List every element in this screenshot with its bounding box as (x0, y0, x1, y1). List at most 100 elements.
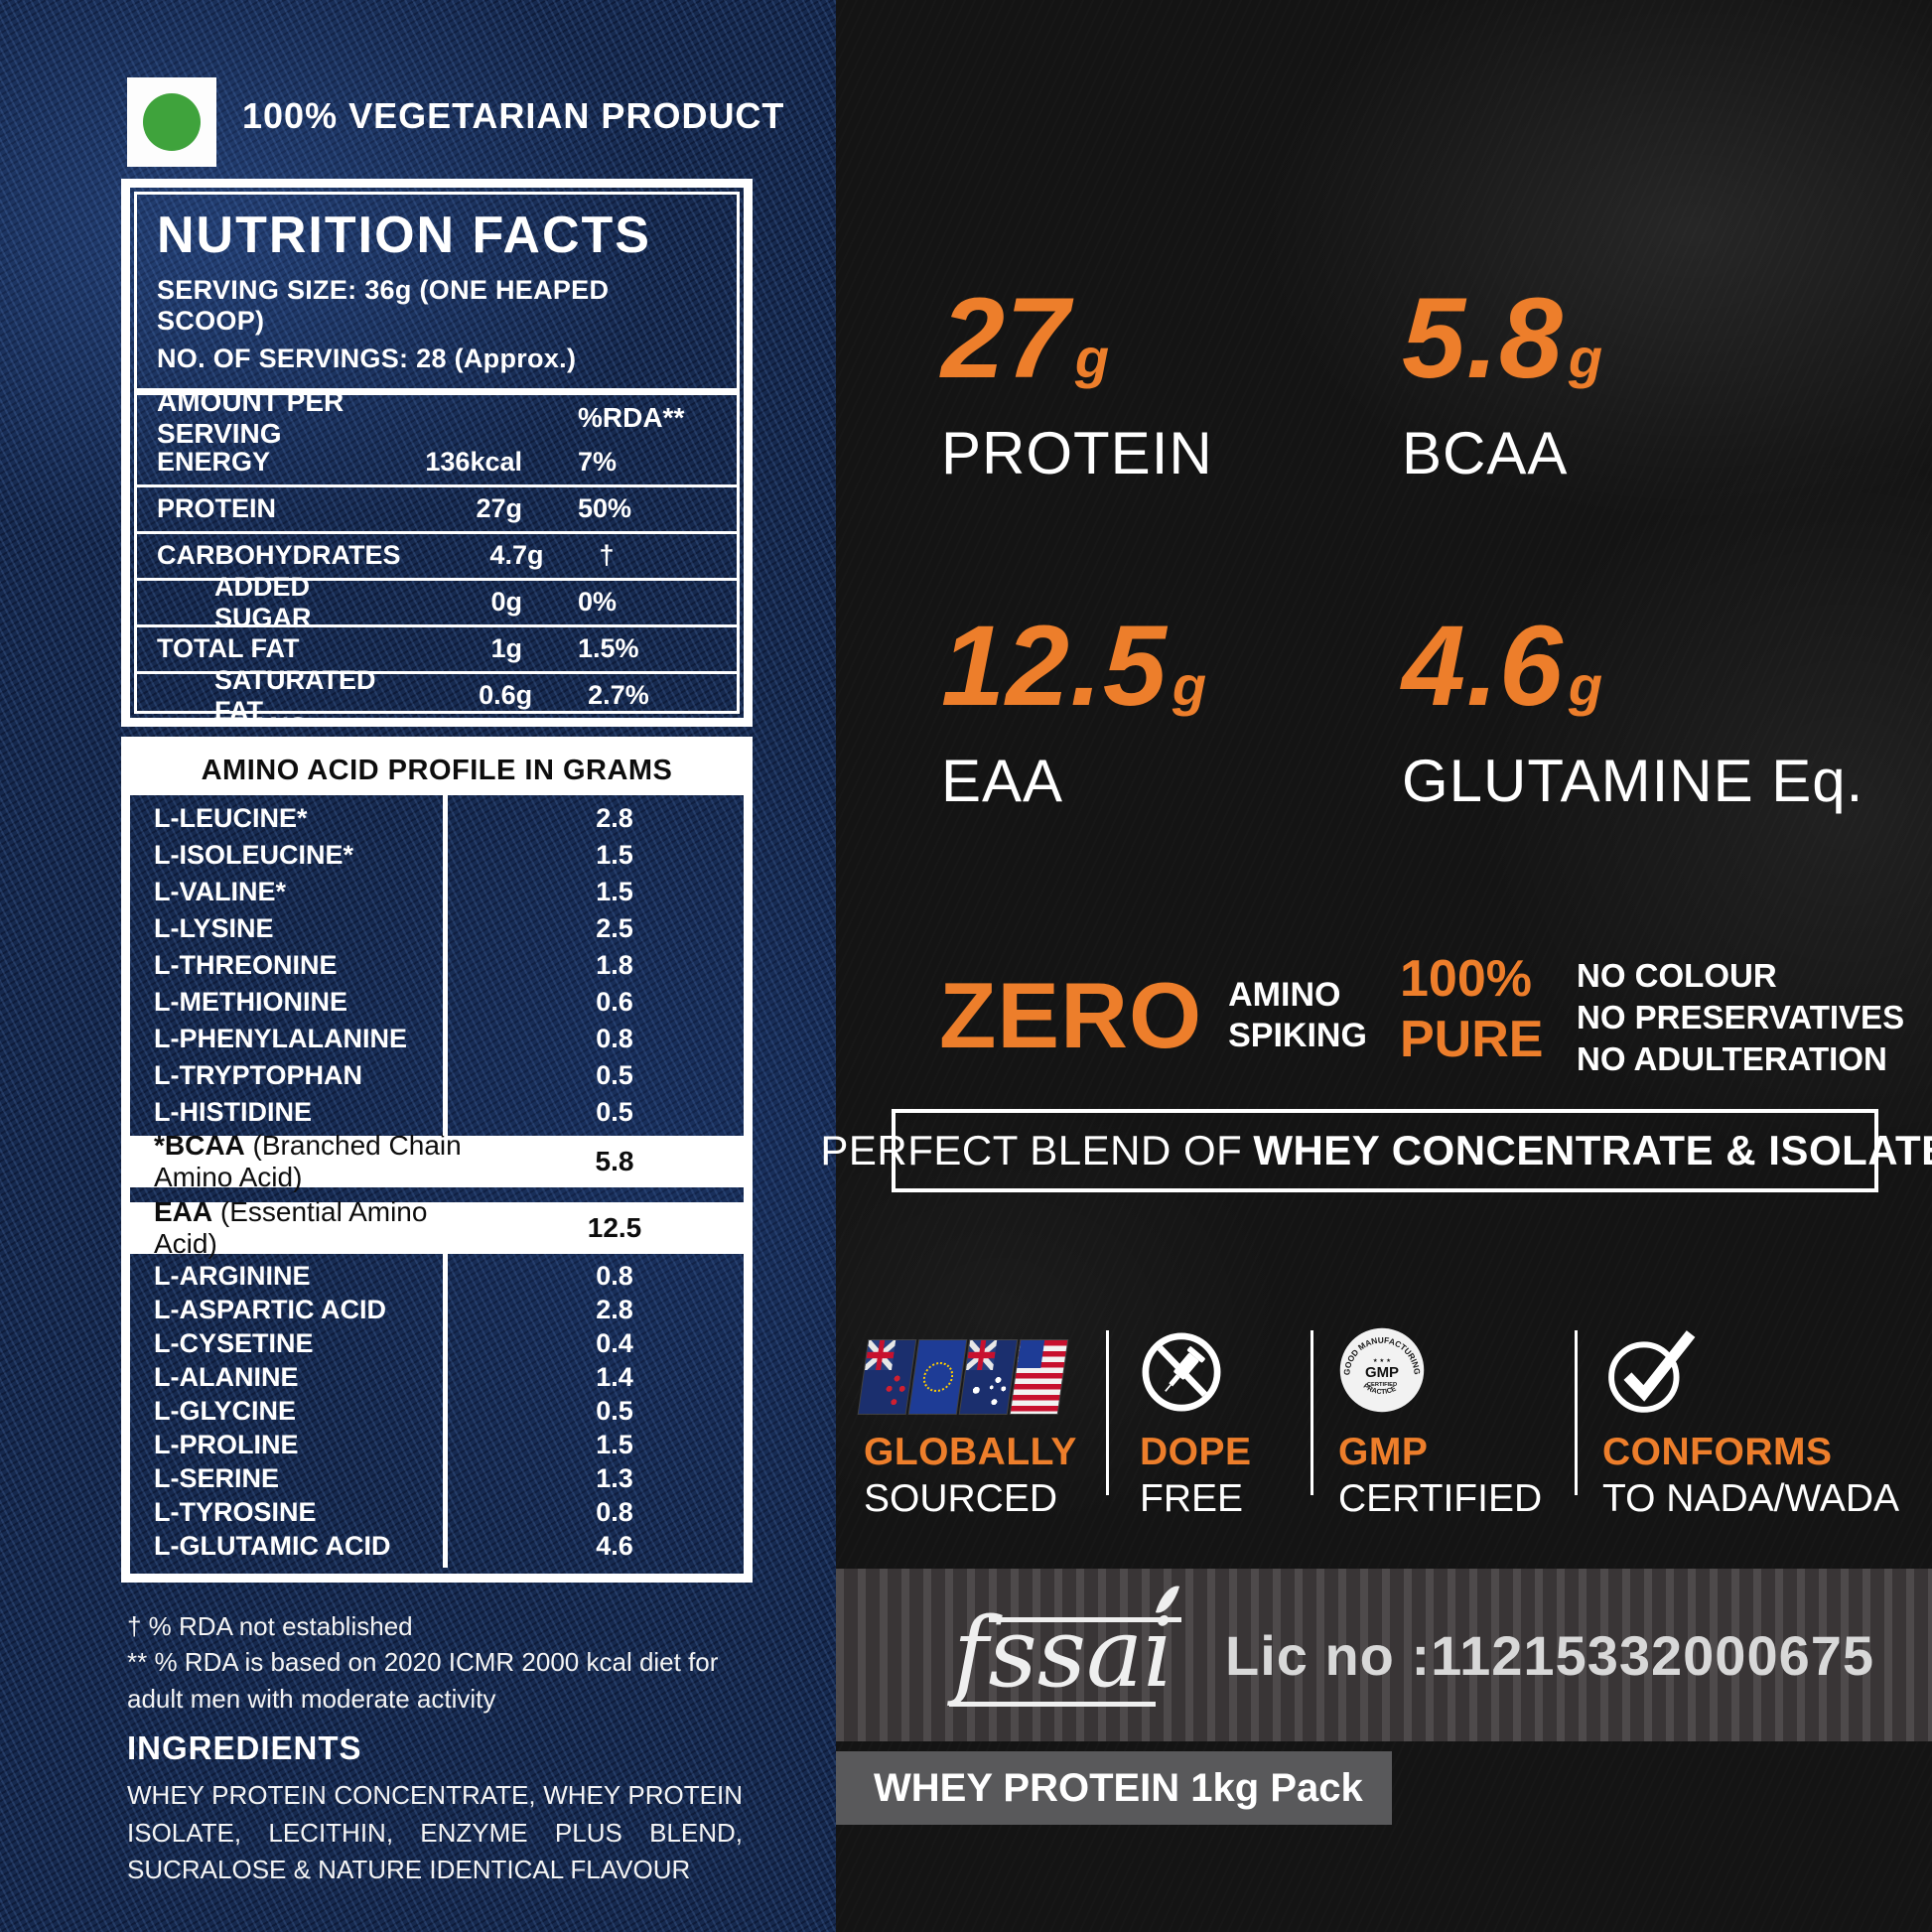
nutrient-amount: 0g (490, 587, 522, 618)
bcaa-abbr: *BCAA (154, 1130, 245, 1161)
amino-value: 0.5 (596, 1396, 633, 1426)
nutrient-amount: 0.6g (479, 680, 533, 711)
nutrient-amount: 4.7g (489, 540, 544, 571)
serving-size: SERVING SIZE: 36g (ONE HEAPED SCOOP) (157, 274, 610, 336)
nutrient-name: SATURATED FAT (214, 664, 376, 726)
flag-au-icon (959, 1340, 1018, 1414)
gmp-badge-icon: GOOD MANUFACTURING PRACTICE ★ ★ ★ GMP CE… (1338, 1327, 1542, 1414)
badge-gmp-certified: GOOD MANUFACTURING PRACTICE ★ ★ ★ GMP CE… (1338, 1327, 1543, 1523)
amino-name: L-CYSETINE (154, 1328, 314, 1358)
amino-acid-box: AMINO ACID PROFILE IN GRAMS L-LEUCINE* 2… (121, 737, 753, 1583)
amino-name: L-PHENYLALANINE (154, 1024, 407, 1053)
amino-name: L-LEUCINE* (154, 803, 308, 833)
zero-subtext-line2: SPIKING (1228, 1017, 1367, 1055)
amino-row: L-METHIONINE 0.6 (130, 984, 744, 1021)
flag-eu-icon (908, 1340, 967, 1414)
amino-value: 0.8 (596, 1497, 633, 1527)
badge-title: DOPE (1140, 1431, 1252, 1473)
pure-claim: 100% PURE (1400, 949, 1543, 1071)
amino-name: L-ISOLEUCINE* (154, 840, 354, 870)
amino-value: 2.8 (596, 1295, 633, 1324)
nutrient-rda: 50% (578, 493, 632, 524)
nutrient-rda: 0% (578, 587, 618, 618)
badge-subtitle: FREE (1140, 1476, 1244, 1520)
rda-footnotes: † % RDA not established ** % RDA is base… (127, 1608, 741, 1717)
zero-subtext-line1: AMINO (1228, 975, 1341, 1014)
eaa-value: 12.5 (587, 1212, 642, 1243)
flags-icon (858, 1328, 1077, 1414)
badge-subtitle: SOURCED (864, 1476, 1058, 1520)
veg-dot-icon (143, 93, 201, 151)
eaa-label: EAA (Essential Amino Acid) (130, 1196, 485, 1260)
nutrition-row: TOTAL FAT 1g 1.5% (137, 623, 737, 671)
nutrition-facts-box: NUTRITION FACTS SERVING SIZE: 36g (ONE H… (121, 179, 753, 727)
amino-name: L-METHIONINE (154, 987, 347, 1017)
stat-bcaa-label: BCAA (1402, 420, 1569, 486)
amino-value: 0.8 (596, 1261, 633, 1291)
no-dope-icon (1140, 1328, 1252, 1414)
badge-divider (1311, 1330, 1313, 1495)
amino-acid-title: AMINO ACID PROFILE IN GRAMS (130, 746, 744, 795)
amino-name: L-PROLINE (154, 1430, 299, 1459)
amino-row: L-PHENYLALANINE 0.8 (130, 1021, 744, 1057)
zero-subtext: AMINO SPIKING (1228, 975, 1367, 1057)
col-rda-header: %RDA** (578, 401, 685, 433)
eaa-abbr: EAA (154, 1196, 213, 1227)
nutrient-name: TOTAL FAT (157, 633, 300, 664)
badge-subtitle: TO NADA/WADA (1602, 1476, 1900, 1520)
fssai-logo: fssai (949, 1582, 1181, 1715)
fssai-logo-bottomline (949, 1702, 1156, 1707)
amino-row: L-LEUCINE* 2.8 (130, 800, 744, 837)
ingredients-title: INGREDIENTS (127, 1729, 362, 1766)
highlights-panel: 27g PROTEIN 5.8g BCAA 12.5g EAA 4.6g GLU… (820, 0, 1932, 1932)
amino-row: L-CYSETINE 0.4 (130, 1326, 744, 1360)
pure-line2: PURE (1400, 1011, 1544, 1069)
nutrient-name: CARBOHYDRATES (157, 540, 401, 571)
nutrition-rows: ENERGY 136kcal 7% PROTEIN 27g 50% (137, 441, 737, 726)
amino-row: L-VALINE* 1.5 (130, 874, 744, 910)
amino-name: L-ALANINE (154, 1362, 299, 1392)
amino-row: L-ALANINE 1.4 (130, 1360, 744, 1394)
amino-group-essential: L-LEUCINE* 2.8 L-ISOLEUCINE* 1.5 L-VALIN… (130, 795, 744, 1136)
nutrient-amount: 136kcal (425, 447, 522, 478)
amino-row: L-THREONINE 1.8 (130, 947, 744, 984)
fssai-license-bar: fssai Lic no :11215332000675 (836, 1569, 1932, 1741)
badge-subtitle: CERTIFIED (1338, 1476, 1543, 1520)
svg-text:★ ★ ★: ★ ★ ★ (1373, 1357, 1392, 1364)
amino-row: L-ARGININE 0.8 (130, 1259, 744, 1293)
bcaa-label: *BCAA (Branched Chain Amino Acid) (130, 1130, 485, 1193)
footnote-rda-basis: ** % RDA is based on 2020 ICMR 2000 kcal… (127, 1647, 719, 1714)
amino-value: 4.6 (596, 1531, 633, 1561)
stat-glutamine-label: GLUTAMINE Eq. (1402, 748, 1864, 814)
stat-unit: g (1074, 327, 1111, 389)
amino-value: 2.5 (596, 913, 633, 943)
nutrition-facts-inner: NUTRITION FACTS SERVING SIZE: 36g (ONE H… (134, 192, 740, 718)
amino-name: L-LYSINE (154, 913, 274, 943)
nutrient-rda: † (599, 540, 615, 571)
stat-number: 5.8 (1402, 275, 1564, 402)
amino-row: L-PROLINE 1.5 (130, 1428, 744, 1461)
amino-row: L-TYROSINE 0.8 (130, 1495, 744, 1529)
stat-number: 12.5 (941, 603, 1168, 730)
bcaa-desc: (Branched Chain Amino Acid) (154, 1130, 462, 1192)
nutrient-amount: 27g (476, 493, 522, 524)
stat-eaa-value: 12.5g (941, 610, 1207, 724)
fssai-logo-text: fssai (953, 1597, 1173, 1709)
stat-unit: g (1568, 327, 1604, 389)
badge-title: GMP (1338, 1431, 1429, 1473)
amino-row: L-GLYCINE 0.5 (130, 1394, 744, 1428)
badge-title: GLOBALLY (864, 1431, 1077, 1473)
nutrition-row: ADDED SUGAR 0g 0% (137, 572, 737, 632)
svg-text:CERTIFIED: CERTIFIED (1367, 1382, 1397, 1388)
badge-divider (1575, 1330, 1578, 1495)
fssai-logo-topline (989, 1617, 1181, 1622)
veg-label: 100% VEGETARIAN PRODUCT (242, 95, 785, 136)
nutrient-rda: 2.7% (588, 680, 649, 711)
nutrition-facts-head: NUTRITION FACTS SERVING SIZE: 36g (ONE H… (137, 195, 737, 374)
license-number: Lic no :11215332000675 (1225, 1623, 1875, 1687)
amino-value: 0.5 (596, 1097, 633, 1127)
pure-line1: 100% (1400, 950, 1532, 1008)
amino-row: L-GLUTAMIC ACID 4.6 (130, 1529, 744, 1563)
nutrition-table: AMOUNT PER SERVING %RDA** ENERGY 136kcal… (137, 386, 737, 726)
